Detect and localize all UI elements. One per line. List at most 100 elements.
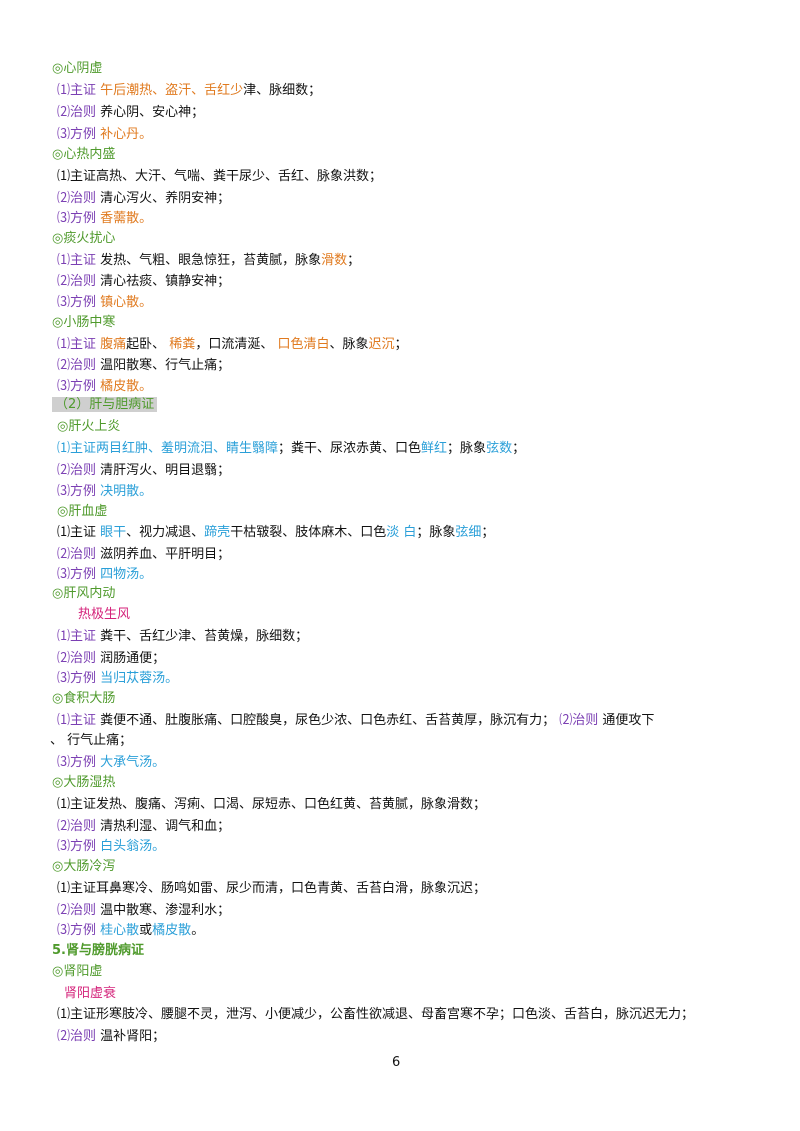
text-segment: 粪便不通、肚腹胀痛、口腔酸臭，尿色少浓、口色赤红、舌苔黄厚，脉沉有力； <box>100 713 560 728</box>
text-line: ⑶方例 镇心散。 <box>57 294 152 312</box>
text-segment: ◎肝火上炎 <box>57 419 121 434</box>
text-segment: ；脉象 <box>416 525 456 540</box>
text-segment: ⑴主证 <box>57 337 101 352</box>
text-line: ⑶方例 香薷散。 <box>57 210 152 228</box>
text-segment: 、 行气止痛； <box>50 733 133 748</box>
text-line: ◎心热内盛 <box>52 146 115 164</box>
text-line: ⑵治则 温补肾阳； <box>57 1028 165 1046</box>
text-line: ⑶方例 决明散。 <box>57 483 152 501</box>
text-segment: ◎心热内盛 <box>52 147 116 162</box>
text-segment: ； <box>347 253 361 268</box>
page-number: 6 <box>392 1055 401 1070</box>
text-segment: ◎小肠中寒 <box>52 315 116 330</box>
text-segment: ；脉象 <box>447 441 487 456</box>
text-segment: ⑶方例 <box>57 567 101 582</box>
text-segment: ⑴主证形寒肢冷、腰腿不灵，泄泻、小便减少，公畜性欲减退、母畜宫寒不孕；口色淡、舌… <box>57 1007 695 1022</box>
text-segment: ； <box>481 525 495 540</box>
text-segment: ⑵治则 <box>57 651 101 666</box>
text-segment: 橘皮散。 <box>100 379 153 394</box>
text-line: ⑴主证 粪便不通、肚腹胀痛、口腔酸臭，尿色少浓、口色赤红、舌苔黄厚，脉沉有力； … <box>57 712 654 730</box>
text-segment: ◎心阴虚 <box>52 61 103 76</box>
text-segment: 清肝泻火、明目退翳； <box>100 463 231 478</box>
text-segment: ⑵治则 <box>57 1029 101 1044</box>
text-line: ⑶方例 橘皮散。 <box>57 378 152 396</box>
text-segment: ⑶方例 <box>57 671 101 686</box>
text-segment: ◎肾阳虚 <box>52 964 103 979</box>
text-segment: 、视力减退、 <box>126 525 205 540</box>
text-segment: 清心泻火、养阴安神； <box>100 191 231 206</box>
text-segment: ⑵治则 <box>57 463 101 478</box>
text-segment: 大承气汤。 <box>100 755 166 770</box>
text-segment: ⑴主证 <box>57 629 101 644</box>
text-line: ⑵治则 清心祛痰、镇静安神； <box>57 273 230 291</box>
text-segment: 或 <box>139 923 153 938</box>
text-line: ◎食积大肠 <box>52 690 115 708</box>
text-line: ⑴主证两目红肿、羞明流泪、睛生翳障；粪干、尿浓赤黄、口色鲜红；脉象弦数； <box>57 440 525 458</box>
text-line: 肾阳虚衰 <box>64 985 116 1003</box>
text-segment: ⑴主证 <box>57 253 101 268</box>
text-line: ◎肝火上炎 <box>57 418 120 436</box>
text-segment: ◎肝血虚 <box>57 504 108 519</box>
text-segment: 。 <box>191 923 205 938</box>
text-segment: ⑶方例 <box>57 755 101 770</box>
text-segment: ⑴主证耳鼻寒冷、肠鸣如雷、尿少而清，口色青黄、舌苔白滑，脉象沉迟； <box>57 881 487 896</box>
text-segment: 弦数 <box>486 441 513 456</box>
text-segment: 温补肾阳； <box>100 1029 166 1044</box>
text-segment: 养心阴、安心神； <box>100 105 205 120</box>
text-segment: 滑数 <box>321 253 348 268</box>
text-line: ⑶方例 当归苁蓉汤。 <box>57 670 178 688</box>
text-line: ⑴主证 粪干、舌红少津、苔黄燥，脉细数； <box>57 628 308 646</box>
text-segment: 清心祛痰、镇静安神； <box>100 274 231 289</box>
text-segment: ◎肝风内动 <box>52 586 116 601</box>
text-segment: ；粪干、尿浓赤黄、口色 <box>278 441 422 456</box>
text-line: ⑶方例 桂心散或橘皮散。 <box>57 922 204 940</box>
text-segment: 白头翁汤。 <box>100 839 166 854</box>
text-line: ◎小肠中寒 <box>52 314 115 332</box>
text-segment: 5.肾与膀胱病证 <box>52 943 144 958</box>
text-segment: 粪干、舌红少津、苔黄燥，脉细数； <box>100 629 309 644</box>
text-line: ⑴主证耳鼻寒冷、肠鸣如雷、尿少而清，口色青黄、舌苔白滑，脉象沉迟； <box>57 880 486 898</box>
text-segment: ⑴主证发热、腹痛、泻痢、口渴、尿短赤、口色红黄、苔黄腻，脉象滑数； <box>57 797 487 812</box>
text-segment: ⑶方例 <box>57 379 101 394</box>
text-segment: ⑵治则 <box>57 903 101 918</box>
text-segment: 桂心散 <box>100 923 140 938</box>
text-line: ⑵治则 温阳散寒、行气止痛； <box>57 357 230 375</box>
text-segment: 通便攻下 <box>602 713 655 728</box>
text-line: 5.肾与膀胱病证 <box>52 942 144 960</box>
text-segment: 滋阴养血、平肝明目； <box>100 547 231 562</box>
text-line: ⑶方例 白头翁汤。 <box>57 838 165 856</box>
text-segment: 迟沉 <box>368 337 395 352</box>
text-segment: 清热利湿、调气和血； <box>100 819 231 834</box>
text-segment: ，口流清涎、 <box>195 337 278 352</box>
text-line: ⑴主证 发热、气粗、眼急惊狂，苔黄腻，脉象滑数； <box>57 252 360 270</box>
text-segment: ⑵治则 <box>57 191 101 206</box>
text-segment: ⑶方例 <box>57 484 101 499</box>
text-line: ⑶方例 补心丹。 <box>57 126 152 144</box>
text-segment: 温阳散寒、行气止痛； <box>100 358 231 373</box>
text-line: ⑴主证发热、腹痛、泻痢、口渴、尿短赤、口色红黄、苔黄腻，脉象滑数； <box>57 796 486 814</box>
text-segment: 镇心散。 <box>100 295 153 310</box>
text-segment: 眼干 <box>100 525 127 540</box>
text-segment: ⑴主证两目红肿、羞明流泪、睛生翳障 <box>57 441 279 456</box>
text-segment: 橘皮散 <box>152 923 192 938</box>
text-line: ◎肾阳虚 <box>52 963 102 981</box>
text-segment: ◎大肠湿热 <box>52 775 116 790</box>
text-segment: ⑴主证 <box>57 525 101 540</box>
text-line: ⑴主证形寒肢冷、腰腿不灵，泄泻、小便减少，公畜性欲减退、母畜宫寒不孕；口色淡、舌… <box>57 1006 694 1024</box>
text-line: ◎肝血虚 <box>57 503 107 521</box>
text-segment: 、脉象 <box>329 337 369 352</box>
text-segment: 决明散。 <box>100 484 153 499</box>
text-segment: 香薷散。 <box>100 211 153 226</box>
text-segment: ⑵治则 <box>559 713 603 728</box>
text-segment: 弦细 <box>455 525 482 540</box>
text-line: ⑶方例 四物汤。 <box>57 566 152 584</box>
text-segment: 润肠通便； <box>100 651 166 666</box>
text-line: ⑵治则 养心阴、安心神； <box>57 104 204 122</box>
text-segment: 淡 白 <box>386 525 417 540</box>
text-line: 、 行气止痛； <box>50 732 132 750</box>
text-segment: 肾阳虚衰 <box>64 986 117 1001</box>
text-segment: 蹄壳 <box>204 525 231 540</box>
text-line: ⑴主证 午后潮热、盗汗、舌红少津、脉细数； <box>57 82 321 100</box>
text-segment: 当归苁蓉汤。 <box>100 671 179 686</box>
